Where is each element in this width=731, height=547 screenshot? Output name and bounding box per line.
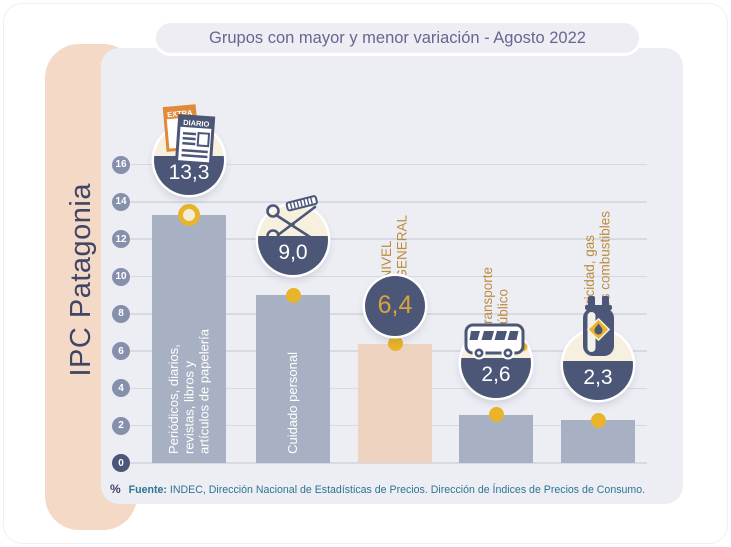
y-tick-label: 10 [112, 267, 130, 286]
value-marker-ring [178, 203, 200, 226]
svg-text:DIARIO: DIARIO [183, 118, 210, 129]
y-tick-label: 8 [112, 304, 130, 323]
gridline [129, 462, 647, 464]
y-tick-label: 2 [112, 416, 130, 435]
gas-cylinder-icon [583, 296, 614, 357]
source-text: Fuente: INDEC, Dirección Nacional de Est… [128, 484, 646, 496]
value-label: 9,0 [278, 241, 308, 265]
value-marker-dot [488, 407, 504, 422]
value-label: 2,3 [583, 365, 613, 389]
value-badge-electricidad: 2,3 [563, 296, 633, 401]
value-badge-transporte: 2,6 [461, 323, 531, 398]
badge-bottom [563, 360, 633, 401]
y-tick-label: 4 [112, 379, 130, 398]
y-tick-label: 16 [112, 155, 130, 174]
value-badge-periodicos: 13,3 EXTRA DIARIO [154, 104, 224, 195]
y-tick-label: 0 [112, 454, 130, 472]
value-label: 2,6 [481, 363, 511, 387]
value-marker-dot [590, 412, 606, 428]
y-tick-label: 12 [112, 230, 130, 249]
chart-title: Grupos con mayor y menor variación - Ago… [209, 28, 586, 47]
value-marker-dot [387, 336, 403, 352]
region-label: IPC Patagonia [64, 183, 97, 377]
chart-title-pill: Grupos con mayor y menor variación - Ago… [153, 20, 642, 56]
gridline [129, 201, 647, 203]
y-tick-label: 14 [112, 192, 130, 211]
source-line: % Fuente: INDEC, Dirección Nacional de E… [110, 482, 676, 496]
bar-nivel-general [358, 343, 432, 463]
bar-label: Cuidado personal [285, 352, 301, 454]
svg-text:EXTRA: EXTRA [167, 108, 194, 119]
bar-transporte-publico [459, 414, 533, 463]
bar-periodicos: Periódicos, diarios, revistas, libros y … [152, 214, 226, 463]
sidebar-label-wrap: IPC Patagonia [50, 60, 112, 500]
bus-icon [464, 323, 528, 359]
bar-label: Periódicos, diarios, revistas, libros y … [166, 328, 212, 454]
bar-cuidado-personal: Cuidado personal [256, 295, 330, 463]
newspaper-icon: EXTRA DIARIO [162, 104, 216, 166]
gridline [129, 163, 647, 166]
value-label: 6,4 [377, 291, 413, 320]
gridline [129, 238, 647, 240]
badge-bottom [258, 235, 328, 276]
value-marker-dot [285, 287, 301, 303]
y-tick-label: 6 [112, 342, 130, 361]
value-badge-nivel-general: 6,4 [365, 275, 425, 336]
badge-bottom [461, 358, 531, 398]
nivel-general-circle: 6,4 [365, 275, 425, 336]
value-label: 13,3 [168, 160, 210, 184]
badge-circle: 2,3 [563, 330, 633, 401]
value-badge-cuidado: 9,0 [258, 195, 328, 276]
percent-symbol: % [110, 482, 121, 496]
scissors-icon [266, 195, 318, 243]
